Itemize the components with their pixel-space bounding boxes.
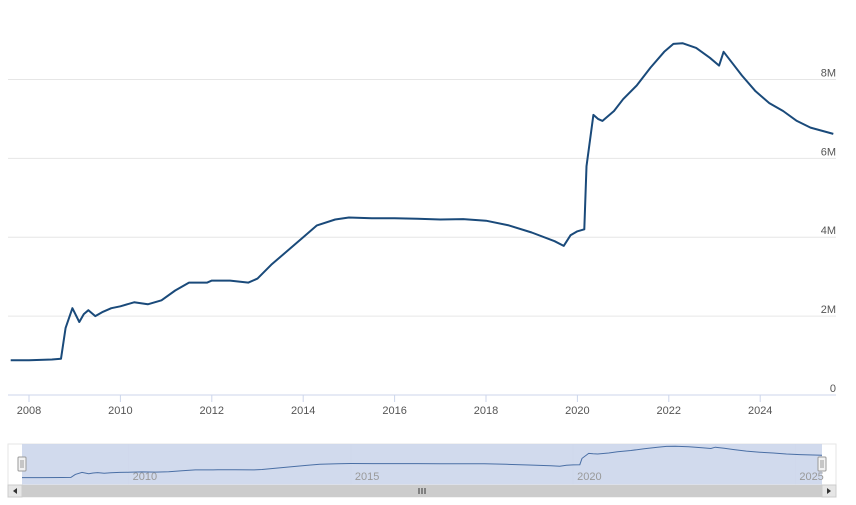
y-tick-label: 0 — [830, 383, 836, 395]
x-tick-label: 2024 — [748, 405, 772, 417]
navigator-series-line — [22, 445, 823, 479]
x-tick-label: 2016 — [382, 405, 406, 417]
scroll-left-button[interactable] — [7, 484, 23, 498]
y-tick-label: 2M — [821, 304, 836, 316]
navigator-labels: 2010 2015 2020 2025 — [133, 471, 824, 483]
arrow-right-icon — [827, 488, 831, 494]
navigator-handle-right[interactable] — [817, 456, 827, 472]
x-tick-label: 2010 — [108, 405, 132, 417]
navigator-tick-label: 2020 — [577, 471, 601, 483]
navigator-mask[interactable] — [22, 444, 822, 485]
y-tick-label: 6M — [821, 146, 836, 158]
x-axis-ticks — [28, 395, 761, 402]
x-tick-label: 2012 — [200, 405, 224, 417]
x-tick-label: 2022 — [657, 405, 681, 417]
y-axis-labels: 0 2M 4M 6M 8M — [821, 67, 836, 395]
arrow-left-icon — [13, 488, 17, 494]
scrollbar[interactable] — [7, 484, 837, 498]
series-line — [10, 42, 834, 362]
x-tick-label: 2008 — [17, 405, 41, 417]
navigator-tick-label: 2015 — [355, 471, 379, 483]
x-axis-labels: 2008 2010 2012 2014 2016 2018 2020 2022 2024 — [17, 405, 773, 417]
grip-lines-icon — [418, 488, 426, 494]
y-tick-label: 8M — [821, 67, 836, 79]
x-tick-label: 2018 — [474, 405, 498, 417]
navigator-handle-left[interactable] — [17, 456, 27, 472]
navigator[interactable]: 2010 2015 2020 2025 — [7, 443, 837, 486]
y-tick-label: 4M — [821, 225, 836, 237]
x-tick-label: 2014 — [291, 405, 315, 417]
grid-lines — [8, 78, 836, 317]
navigator-tick-label: 2010 — [133, 471, 157, 483]
navigator-tick-label: 2025 — [799, 471, 823, 483]
scroll-right-button[interactable] — [821, 484, 837, 498]
x-tick-label: 2020 — [565, 405, 589, 417]
